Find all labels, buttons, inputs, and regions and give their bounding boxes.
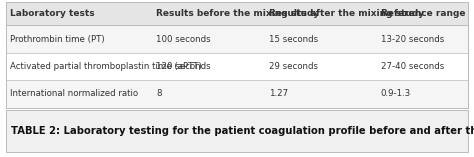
Text: Laboratory tests: Laboratory tests (10, 9, 95, 18)
Text: Results after the mixing study: Results after the mixing study (270, 9, 425, 18)
Text: Activated partial thromboplastin time (aPTT): Activated partial thromboplastin time (a… (10, 62, 202, 71)
Bar (6, 53, 468, 80)
Bar (6, 110, 468, 152)
Text: Reference range: Reference range (381, 9, 465, 18)
Text: 100 seconds: 100 seconds (156, 35, 211, 44)
Text: 29 seconds: 29 seconds (270, 62, 319, 71)
Text: International normalized ratio: International normalized ratio (10, 89, 138, 98)
Bar (6, 80, 468, 108)
Text: 120 seconds: 120 seconds (156, 62, 211, 71)
Text: Results before the mixing study: Results before the mixing study (156, 9, 319, 18)
Text: TABLE 2: Laboratory testing for the patient coagulation profile before and after: TABLE 2: Laboratory testing for the pati… (11, 126, 474, 136)
Bar (6, 2, 468, 25)
Bar (6, 25, 468, 53)
Text: 0.9-1.3: 0.9-1.3 (381, 89, 411, 98)
Bar (6, 2, 468, 108)
Text: Prothrombin time (PT): Prothrombin time (PT) (10, 35, 105, 44)
Text: 8: 8 (156, 89, 162, 98)
Text: 15 seconds: 15 seconds (270, 35, 319, 44)
Text: 13-20 seconds: 13-20 seconds (381, 35, 444, 44)
Text: 27-40 seconds: 27-40 seconds (381, 62, 444, 71)
Text: 1.27: 1.27 (270, 89, 289, 98)
